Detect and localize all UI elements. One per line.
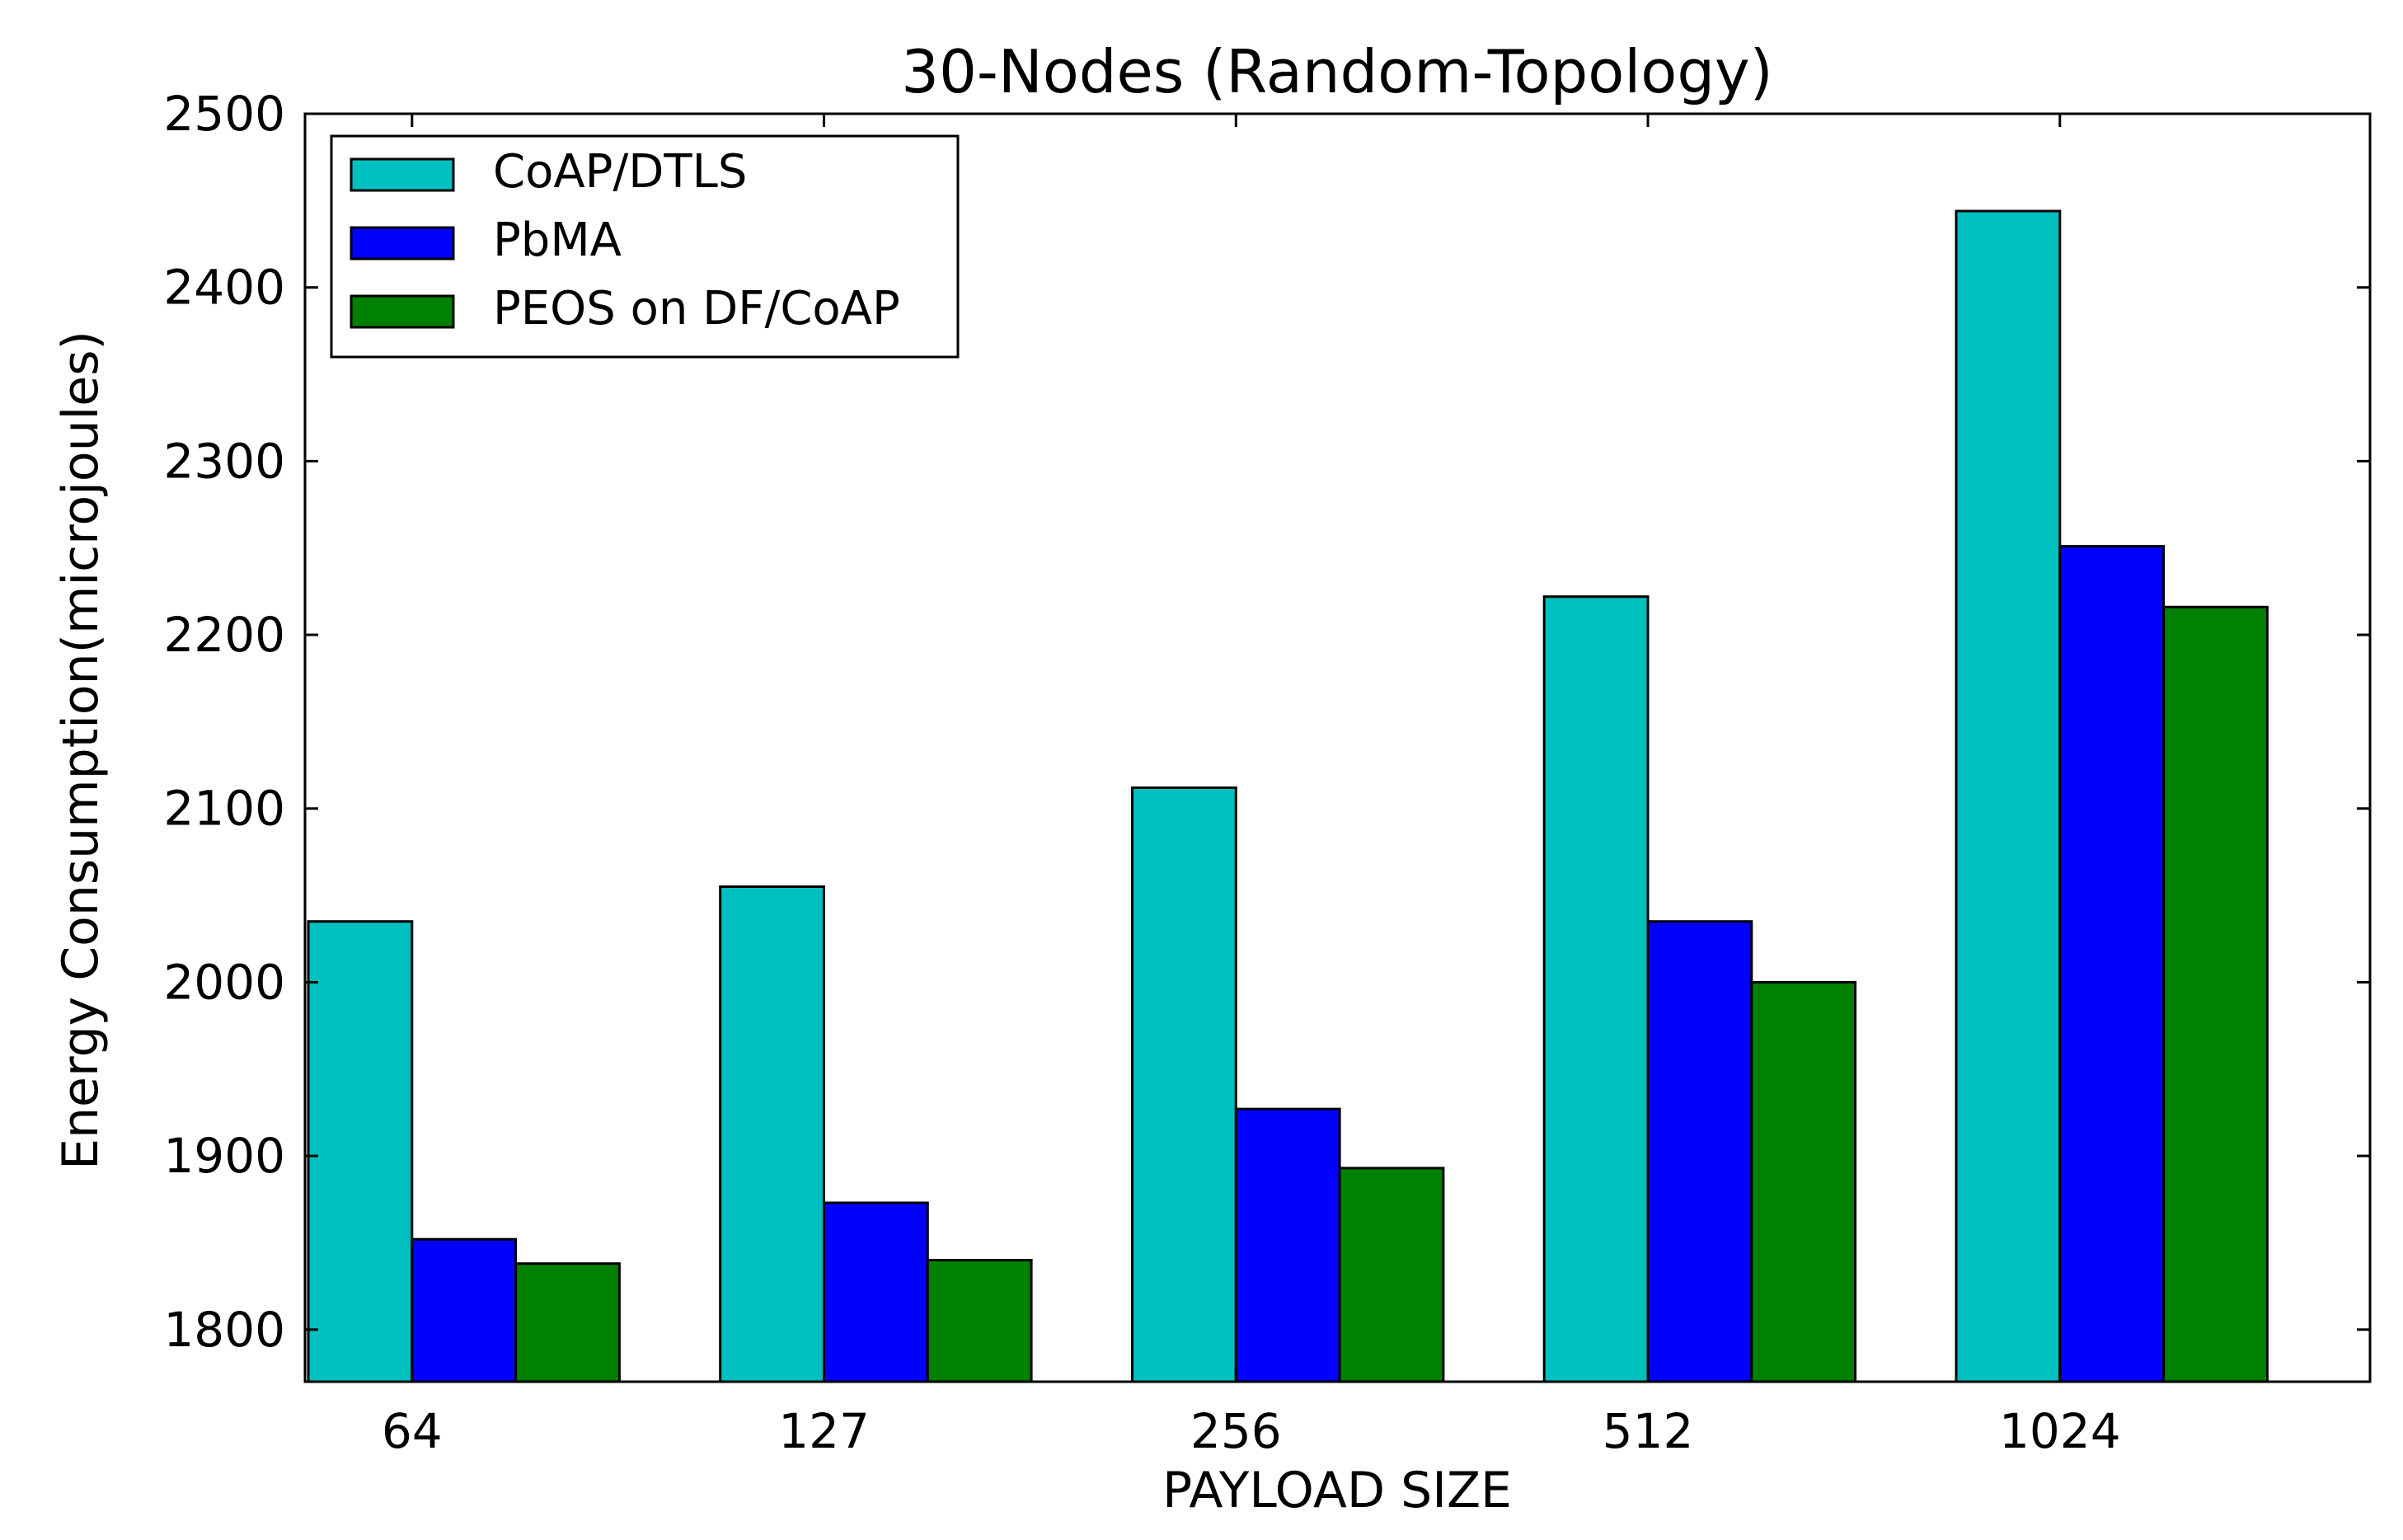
legend: CoAP/DTLS PbMA PEOS on DF/CoAP (330, 134, 960, 359)
y-tick-label: 2500 (163, 86, 285, 142)
y-tick-label: 2300 (163, 433, 285, 489)
legend-swatch-peos-on-df-coap (350, 294, 455, 329)
y-tick-label: 2400 (163, 260, 285, 316)
plot-frame (303, 112, 2372, 1383)
bar-pbma-256 (1234, 1107, 1341, 1383)
chart-title: 30-Nodes (Random-Topology) (901, 37, 1772, 106)
bar-coap-dtls-64 (307, 920, 414, 1383)
y-axis-label: Energy Consumption(microjoules) (52, 331, 110, 1170)
bar-peos-on-df-coap-512 (1750, 980, 1857, 1383)
legend-swatch-pbma (350, 226, 455, 261)
bar-peos-on-df-coap-64 (514, 1262, 621, 1383)
bar-coap-dtls-512 (1542, 595, 1650, 1383)
x-tick-label: 127 (778, 1403, 870, 1459)
bar-peos-on-df-coap-1024 (2162, 605, 2269, 1383)
x-tick-label: 1024 (1999, 1403, 2121, 1459)
bar-pbma-127 (823, 1201, 929, 1383)
x-tick-label: 64 (382, 1403, 443, 1459)
bar-pbma-64 (411, 1237, 518, 1383)
bar-peos-on-df-coap-127 (926, 1259, 1033, 1383)
x-axis-label: PAYLOAD SIZE (1162, 1462, 1512, 1519)
plot-area: 1800 1900 2000 2100 2200 2300 2400 2500 64 127 256… (163, 86, 2372, 1459)
y-tick-label: 1900 (163, 1128, 285, 1184)
bar-pbma-512 (1646, 920, 1753, 1383)
bar-coap-dtls-127 (719, 885, 826, 1383)
legend-swatch-coap-dtls (350, 157, 455, 192)
legend-label: PbMA (493, 214, 622, 267)
bar-pbma-1024 (2058, 545, 2166, 1383)
x-tick-label: 256 (1190, 1403, 1282, 1459)
legend-label: PEOS on DF/CoAP (493, 282, 900, 336)
x-tick-label: 512 (1603, 1403, 1694, 1459)
bar-peos-on-df-coap-256 (1338, 1167, 1445, 1383)
bar-coap-dtls-1024 (1955, 209, 2062, 1383)
y-tick-label: 2000 (163, 954, 285, 1010)
legend-label: CoAP/DTLS (493, 145, 747, 199)
y-tick-label: 1800 (163, 1302, 285, 1358)
y-tick-label: 2200 (163, 607, 285, 663)
y-tick-label: 2100 (163, 781, 285, 837)
bar-coap-dtls-256 (1131, 786, 1237, 1383)
